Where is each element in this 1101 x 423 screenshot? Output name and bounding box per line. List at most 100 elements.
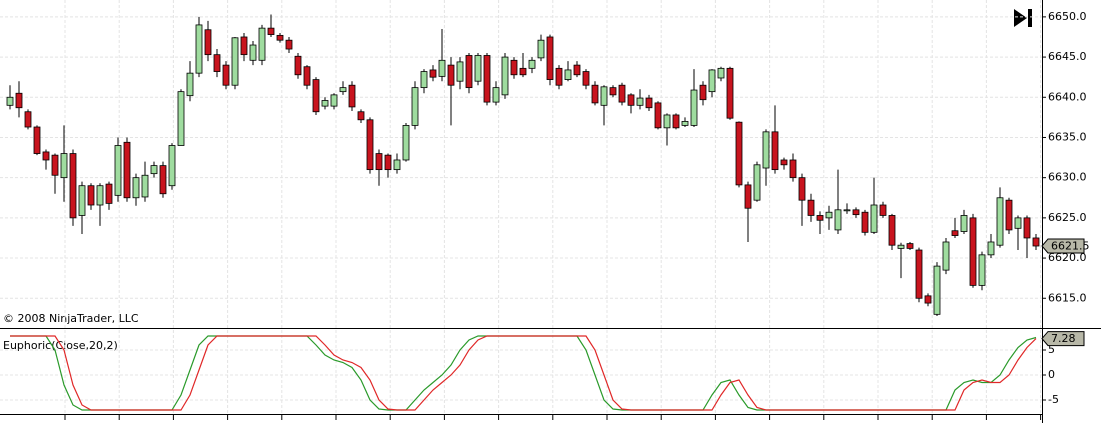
candle-body — [645, 97, 653, 109]
candle-body — [753, 164, 761, 201]
candle-body — [582, 71, 590, 86]
candle-body — [168, 145, 176, 187]
candle-body — [987, 241, 995, 256]
candle-body — [177, 91, 185, 146]
candle-body — [564, 69, 572, 80]
candle-body — [807, 199, 815, 216]
candle-body — [132, 177, 140, 199]
candle-body — [213, 54, 221, 72]
candle-body — [699, 84, 707, 101]
y-tick-label: -5 — [1048, 393, 1059, 406]
y-tick-label: 6650.0 — [1048, 10, 1087, 23]
candle-body — [339, 87, 347, 93]
candle-body — [501, 56, 509, 96]
candle-body — [348, 84, 356, 108]
candle-body — [996, 197, 1004, 246]
candle-body — [492, 87, 500, 103]
last-value-box — [1041, 331, 1085, 347]
candle-body — [924, 295, 932, 304]
last-value-box — [1041, 238, 1085, 254]
y-tick-label: 6640.0 — [1048, 90, 1087, 103]
indicator-line — [10, 335, 1037, 411]
candle-body — [303, 66, 311, 86]
candle-body — [150, 165, 158, 175]
candle-body — [942, 241, 950, 271]
play-icon[interactable] — [1014, 9, 1027, 27]
candle-body — [861, 211, 869, 233]
candle-body — [51, 154, 59, 176]
candle-body — [312, 79, 320, 113]
candle-body — [888, 215, 896, 246]
candle-body — [186, 72, 194, 97]
candle-body — [96, 185, 104, 206]
candle-body — [681, 120, 689, 126]
candle-body — [627, 94, 635, 106]
candle-body — [60, 153, 68, 179]
candle-body — [393, 159, 401, 171]
candle-body — [429, 69, 437, 78]
candle-body — [798, 177, 806, 201]
candle-body — [87, 185, 95, 206]
candle-body — [1023, 217, 1031, 239]
y-tick-label: 5 — [1048, 343, 1055, 356]
candle-body — [123, 141, 131, 199]
candle-body — [366, 119, 374, 171]
candle-body — [789, 159, 797, 179]
candle-body — [906, 243, 914, 249]
candle-body — [33, 126, 41, 154]
candle-body — [411, 87, 419, 126]
candle-body — [951, 230, 959, 236]
candle-body — [879, 204, 887, 216]
candle-body — [159, 165, 167, 195]
y-tick-label: 6625.0 — [1048, 211, 1087, 224]
candle-body — [609, 87, 617, 96]
candle-body — [663, 114, 671, 129]
y-tick-label: 6635.0 — [1048, 130, 1087, 143]
candle-body — [1032, 237, 1040, 247]
candle-body — [834, 209, 842, 231]
candle-body — [852, 209, 860, 216]
end-icon[interactable] — [1028, 9, 1032, 27]
candle-body — [231, 37, 239, 86]
candle-body — [1005, 199, 1013, 231]
candle-body — [42, 151, 50, 161]
y-tick-label: 0 — [1048, 368, 1055, 381]
candle-body — [915, 249, 923, 299]
candle-body — [384, 154, 392, 171]
candle-body — [24, 111, 32, 128]
candle-body — [843, 209, 851, 212]
candle-body — [573, 64, 581, 76]
y-tick-label: 6620.0 — [1048, 251, 1087, 264]
candle-body — [69, 153, 77, 219]
candle-body — [510, 59, 518, 76]
candle-body — [465, 55, 473, 89]
play-end-icon[interactable] — [1014, 9, 1032, 27]
candle-body — [537, 39, 545, 59]
last-value-label: 6621.5 — [1051, 240, 1090, 253]
candle-body — [726, 67, 734, 119]
candle-body — [636, 97, 644, 106]
candle-body — [744, 184, 752, 209]
candle-body — [258, 27, 266, 61]
candle-body — [285, 39, 293, 50]
candle-body — [474, 55, 482, 82]
candle-body — [456, 61, 464, 82]
y-tick-label: 6630.0 — [1048, 171, 1087, 184]
candle-body — [519, 67, 527, 76]
candle-body — [105, 183, 113, 204]
candle-body — [969, 217, 977, 286]
candle-body — [195, 24, 203, 74]
candle-body — [114, 145, 122, 196]
candle-body — [762, 131, 770, 169]
candle-body — [825, 211, 833, 219]
candle-body — [420, 71, 428, 89]
candle-body — [357, 111, 365, 121]
candle-body — [672, 114, 680, 129]
candle-body — [960, 215, 968, 232]
candle-body — [555, 67, 563, 86]
candle-body — [402, 125, 410, 161]
candle-body — [735, 121, 743, 186]
candle-body — [483, 55, 491, 103]
candle-body — [321, 100, 329, 107]
